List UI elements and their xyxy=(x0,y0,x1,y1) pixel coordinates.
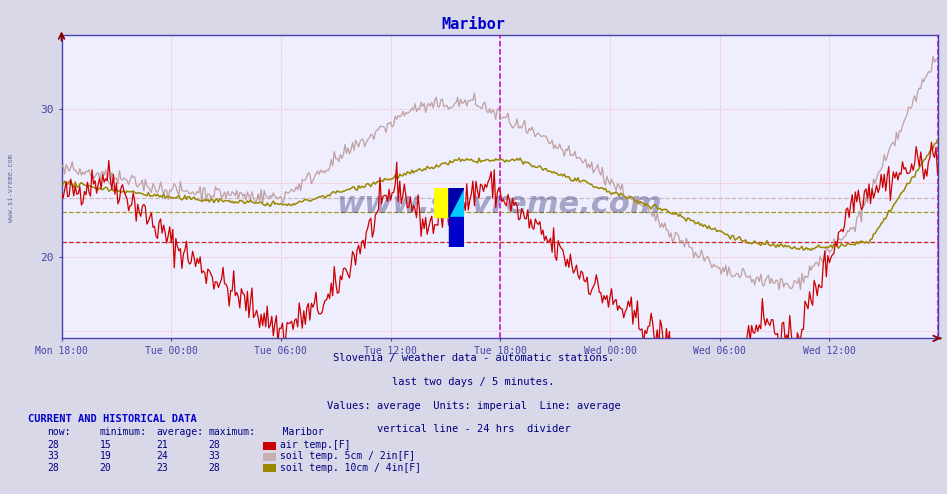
Text: average:: average: xyxy=(156,427,204,437)
Text: www.si-vreme.com: www.si-vreme.com xyxy=(337,190,662,219)
Bar xyxy=(434,188,449,217)
Text: minimum:: minimum: xyxy=(99,427,147,437)
Text: Slovenia / weather data - automatic stations.: Slovenia / weather data - automatic stat… xyxy=(333,353,614,363)
Text: 33: 33 xyxy=(47,452,59,461)
Text: Maribor: Maribor xyxy=(441,17,506,32)
Text: vertical line - 24 hrs  divider: vertical line - 24 hrs divider xyxy=(377,424,570,434)
Text: 21: 21 xyxy=(156,440,168,450)
Text: CURRENT AND HISTORICAL DATA: CURRENT AND HISTORICAL DATA xyxy=(28,414,197,424)
Text: air temp.[F]: air temp.[F] xyxy=(280,440,350,450)
Text: now:: now: xyxy=(47,427,71,437)
Text: 23: 23 xyxy=(156,463,168,473)
Text: Values: average  Units: imperial  Line: average: Values: average Units: imperial Line: av… xyxy=(327,401,620,411)
Polygon shape xyxy=(449,188,464,217)
Text: 28: 28 xyxy=(208,463,220,473)
Text: 20: 20 xyxy=(99,463,111,473)
Text: 28: 28 xyxy=(208,440,220,450)
Text: 19: 19 xyxy=(99,452,111,461)
Text: 33: 33 xyxy=(208,452,220,461)
Text: soil temp. 5cm / 2in[F]: soil temp. 5cm / 2in[F] xyxy=(280,452,416,461)
Text: soil temp. 10cm / 4in[F]: soil temp. 10cm / 4in[F] xyxy=(280,463,421,473)
Text: www.si-vreme.com: www.si-vreme.com xyxy=(8,154,13,222)
Text: 15: 15 xyxy=(99,440,111,450)
Text: Maribor: Maribor xyxy=(265,427,324,437)
Text: 24: 24 xyxy=(156,452,168,461)
Polygon shape xyxy=(449,188,464,217)
Text: 28: 28 xyxy=(47,463,59,473)
Text: 28: 28 xyxy=(47,440,59,450)
Text: maximum:: maximum: xyxy=(208,427,256,437)
Text: last two days / 5 minutes.: last two days / 5 minutes. xyxy=(392,377,555,387)
Bar xyxy=(449,217,464,247)
